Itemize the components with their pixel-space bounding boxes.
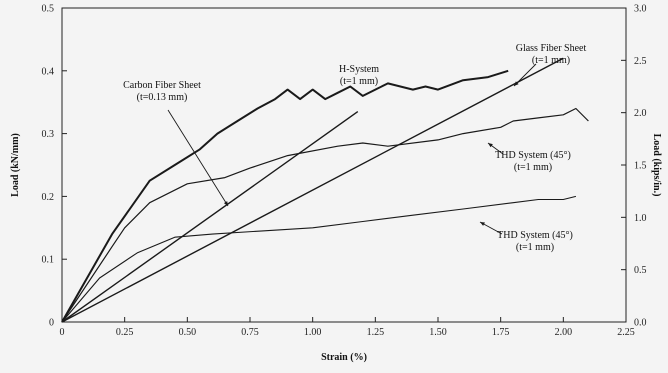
x-tick-label: 2.00 [555, 327, 573, 338]
y-axis-title: Load (kN/mm) [10, 133, 21, 197]
annotation-arrowhead [514, 81, 519, 86]
y-tick-label: 0 [49, 318, 54, 329]
annotation-leader [167, 109, 229, 207]
y-tick-label: 0.5 [42, 4, 55, 15]
x-tick-label: 0.50 [179, 327, 197, 338]
y2-axis-title: Load (kips/in.) [651, 134, 662, 197]
annotation-arrowhead [223, 201, 228, 206]
x-tick-label: 0.75 [241, 327, 259, 338]
y-tick-label: 0.4 [42, 66, 55, 77]
y-tick-label: 0.2 [42, 192, 55, 203]
annotations-group: Glass Fiber Sheet(t=1 mm)H-System(t=1 mm… [123, 43, 586, 253]
x-tick-label: 1.25 [367, 327, 385, 338]
series-line-3 [61, 69, 509, 323]
x-tick-label: 1.50 [429, 327, 447, 338]
annotation-label: Glass Fiber Sheet [516, 43, 587, 54]
y2-tick-label: 3.0 [634, 4, 647, 15]
annotation-label: (t=0.13 mm) [137, 92, 188, 103]
annotation-arrowhead [480, 222, 485, 226]
annotation-label: (t=1 mm) [532, 55, 570, 66]
annotation-label: Carbon Fiber Sheet [123, 80, 201, 91]
annotation-arrowhead [488, 143, 493, 148]
annotation-label: H-System [339, 64, 379, 75]
annotation-label: (t=1 mm) [514, 162, 552, 173]
annotation-label: THD System (45°) [497, 230, 573, 241]
annotation-label: (t=1 mm) [340, 76, 378, 87]
annotation-label: THD System (45°) [495, 150, 571, 161]
y-tick-label: 0.3 [42, 129, 55, 140]
x-tick-label: 1.00 [304, 327, 322, 338]
axis-ticks: 0 0.25 0.50 0.75 1.00 1.25 1.50 1.75 2.00 2.25 0 0.… [42, 4, 647, 339]
y2-tick-label: 1.0 [634, 213, 647, 224]
x-tick-label: 0.25 [116, 327, 134, 338]
series-group [61, 57, 589, 323]
series-line-1 [61, 57, 564, 323]
series-line-4 [61, 107, 589, 323]
annotation-label: (t=1 mm) [516, 242, 554, 253]
y2-tick-label: 2.5 [634, 56, 647, 67]
x-tick-label: 1.75 [492, 327, 510, 338]
y2-tick-label: 0.0 [634, 318, 647, 329]
annotation-leader [513, 63, 537, 87]
series-line-5 [61, 195, 577, 323]
y2-tick-label: 1.5 [634, 161, 647, 172]
x-tick-label: 0 [60, 327, 65, 338]
x-axis-title: Strain (%) [321, 352, 367, 363]
plot-frame [61, 7, 627, 323]
y2-tick-label: 2.0 [634, 108, 647, 119]
x-tick-label: 2.25 [617, 327, 635, 338]
y2-tick-label: 0.5 [634, 265, 647, 276]
series-line-2 [61, 111, 359, 323]
y-tick-label: 0.1 [42, 255, 55, 266]
